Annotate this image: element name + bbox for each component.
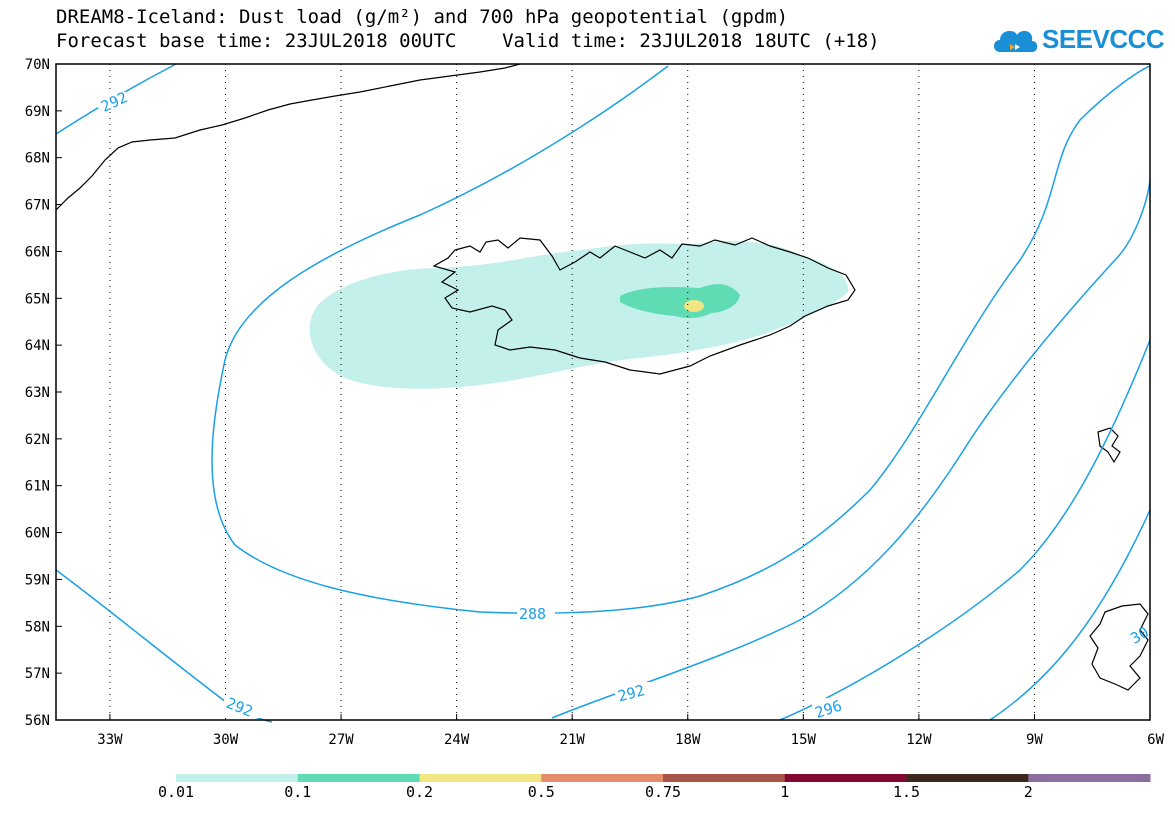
- lat-tick-label: 68N: [25, 151, 50, 167]
- lat-tick-label: 67N: [25, 198, 50, 214]
- lon-tick-label: 30W: [213, 732, 239, 748]
- scotland-coastline: [1089, 603, 1149, 691]
- lat-tick-label: 69N: [25, 104, 50, 120]
- iceland-coastline: [432, 237, 856, 375]
- colorbar-swatch: [784, 774, 907, 782]
- dust-region-low: [309, 241, 849, 389]
- cloud-icon: [994, 30, 1038, 52]
- lat-tick-label: 65N: [25, 291, 50, 307]
- contour-label: 288: [519, 605, 546, 623]
- lat-tick-label: 70N: [25, 57, 50, 73]
- colorbar-label: 1.5: [892, 783, 921, 801]
- map-subtitle: Forecast base time: 23JUL2018 00UTC Vali…: [56, 30, 880, 52]
- colorbar: [176, 774, 1151, 782]
- colorbar-label: 1: [780, 783, 790, 801]
- contour-296: [779, 339, 1151, 721]
- dust-load-layer: [309, 241, 849, 389]
- lat-tick-label: 58N: [25, 619, 50, 635]
- lat-tick-label: 56N: [25, 713, 50, 729]
- lon-tick-label: 33W: [97, 732, 123, 748]
- dust-region-mid: [620, 284, 740, 319]
- dust-region-high: [684, 300, 704, 312]
- colorbar-swatch: [1028, 774, 1151, 782]
- logo-text: SEEVCCC: [1042, 24, 1165, 54]
- colorbar-label: 0.01: [157, 783, 195, 801]
- colorbar-swatch: [663, 774, 786, 782]
- colorbar-label: 0.5: [527, 783, 555, 801]
- colorbar-label: 2: [1023, 783, 1033, 801]
- colorbar-label: 0.2: [405, 783, 434, 801]
- contour-layer: [55, 63, 1151, 723]
- coastlines: [55, 63, 1149, 691]
- colorbar-swatch: [297, 774, 420, 782]
- colorbar-label: 0.75: [644, 783, 682, 801]
- lat-tick-label: 66N: [25, 244, 50, 260]
- lon-tick-label: 27W: [328, 732, 354, 748]
- colorbar-label: 0.1: [284, 783, 312, 801]
- colorbar-swatch: [419, 774, 542, 782]
- lat-tick-label: 60N: [25, 526, 50, 542]
- lat-tick-label: 63N: [25, 385, 50, 401]
- lat-tick-label: 62N: [25, 432, 50, 448]
- lat-tick-label: 64N: [25, 338, 50, 354]
- seevccc-logo: SEEVCCC: [990, 22, 1170, 58]
- lat-tick-label: 61N: [25, 479, 50, 495]
- latitude-labels: 70N 69N 68N 67N 66N 65N 64N 63N 62N 61N 60N 59N 58N 5…: [25, 57, 50, 729]
- lon-tick-label: 24W: [444, 732, 470, 748]
- colorbar-swatch: [906, 774, 1029, 782]
- contour-288: [211, 65, 1151, 614]
- map-frame: [55, 63, 1151, 721]
- colorbar-swatch: [541, 774, 664, 782]
- lon-tick-label: 18W: [675, 732, 701, 748]
- lon-tick-label: 21W: [560, 732, 586, 748]
- lon-tick-label: 6W: [1147, 732, 1164, 748]
- contour-label: 30: [1127, 623, 1152, 648]
- contour-30x: [989, 509, 1151, 721]
- colorbar-swatch: [176, 774, 299, 782]
- longitude-labels: 33W 30W 27W 24W 21W 18W 15W 12W 9W 6W: [97, 732, 1164, 748]
- lat-tick-label: 59N: [25, 572, 50, 588]
- map-grid: [56, 63, 1151, 721]
- lat-tick-label: 57N: [25, 666, 50, 682]
- contour-labels: 292 288 292 292 296 30: [98, 88, 1152, 722]
- lon-tick-label: 9W: [1026, 732, 1043, 748]
- contour-292-south: [551, 179, 1151, 719]
- greenland-coastline: [55, 63, 521, 211]
- map-title: DREAM8-Iceland: Dust load (g/m²) and 700…: [56, 6, 789, 28]
- lon-tick-label: 15W: [791, 732, 817, 748]
- lon-tick-label: 12W: [906, 732, 932, 748]
